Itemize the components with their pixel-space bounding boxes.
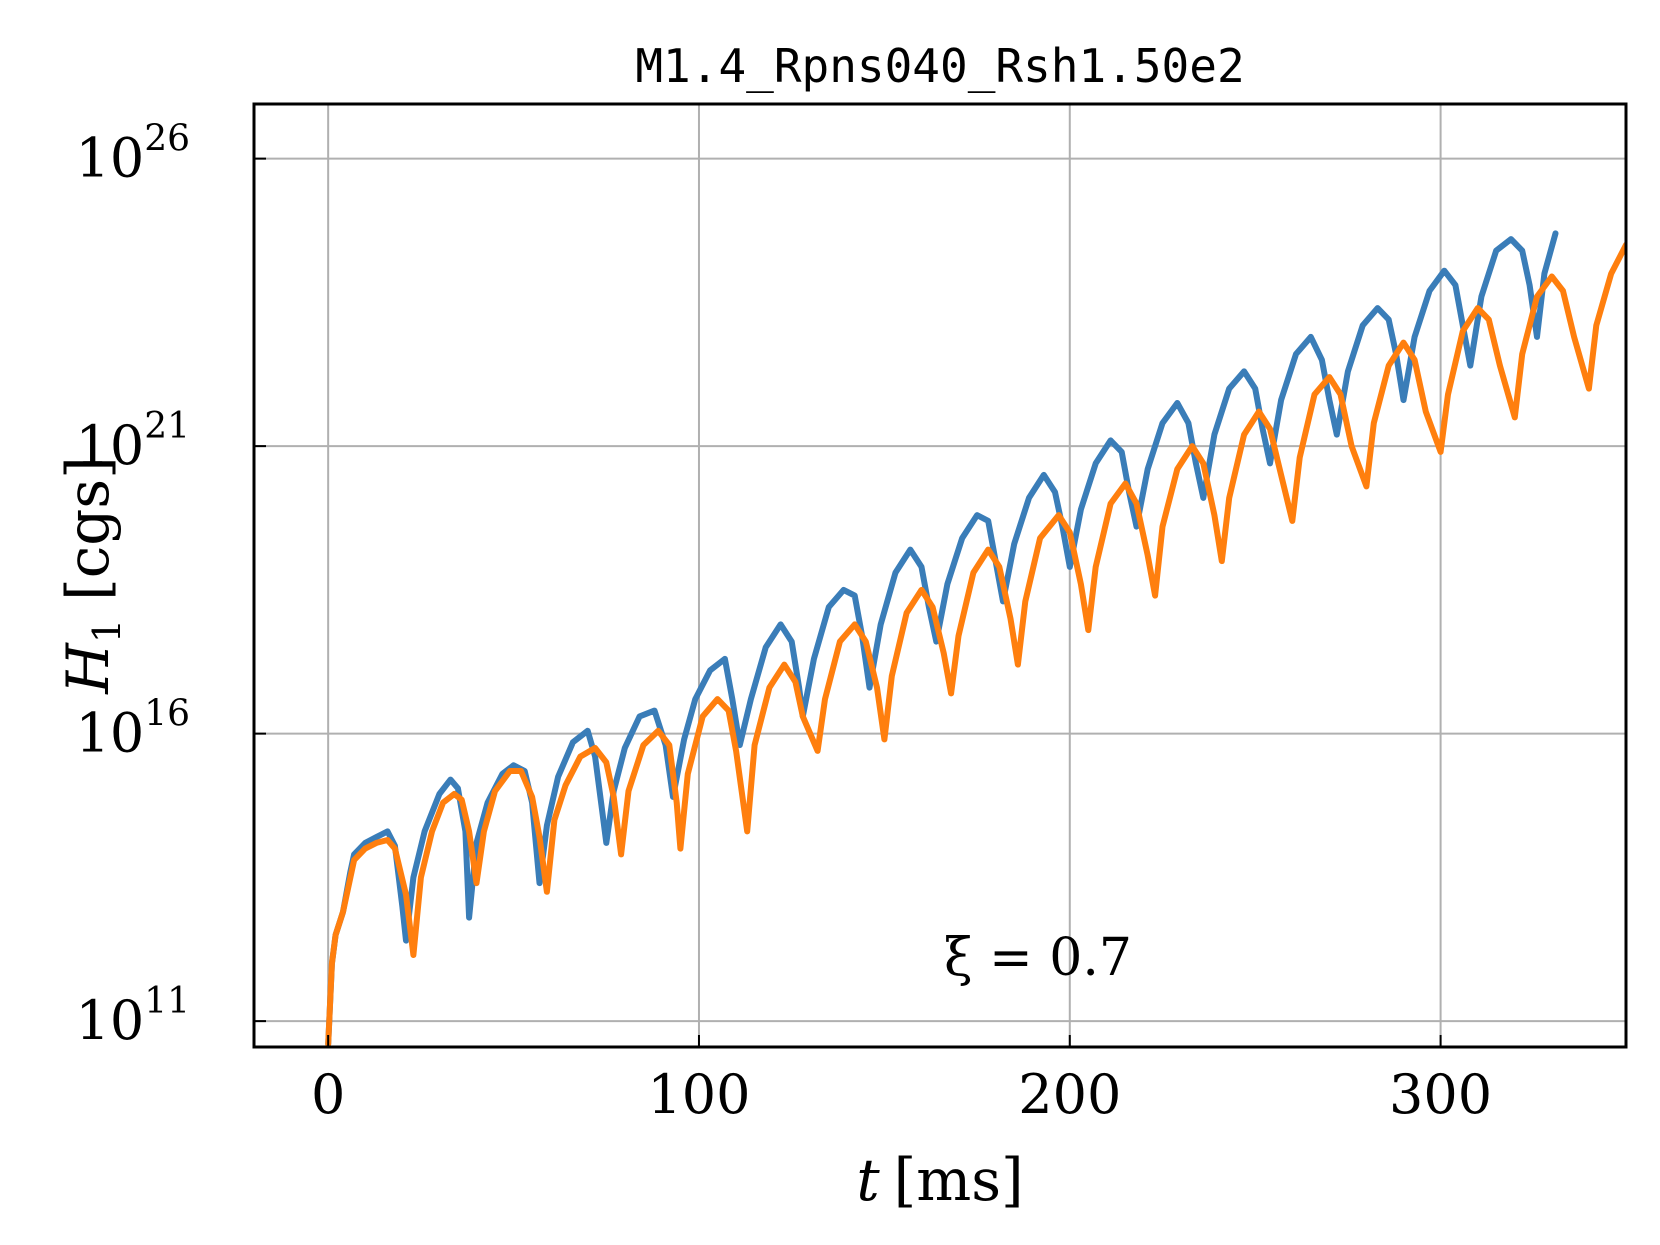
y-tick-label: 1021 bbox=[75, 406, 190, 477]
series-layer bbox=[325, 230, 1626, 1047]
y-tick-label: 1026 bbox=[75, 119, 190, 190]
x-tick-label: 200 bbox=[1018, 1063, 1121, 1126]
annotation-xi: ξ = 0.7 bbox=[944, 928, 1132, 988]
y-tick-base: 10 bbox=[75, 414, 144, 477]
y-tick-base: 10 bbox=[75, 127, 144, 190]
x-tick-label: 100 bbox=[647, 1063, 750, 1126]
y-axis-var: H bbox=[54, 642, 122, 695]
y-axis-unit: [cgs] bbox=[54, 456, 122, 601]
x-axis-unit: [ms] bbox=[894, 1146, 1024, 1214]
plot-frame bbox=[252, 102, 1628, 1049]
y-tick-exponent: 11 bbox=[144, 981, 190, 1022]
y-axis-sub: 1 bbox=[85, 619, 129, 643]
y-tick-exponent: 26 bbox=[144, 119, 190, 160]
chart-title: M1.4_Rpns040_Rsh1.50e2 bbox=[635, 39, 1244, 93]
y-tick-label: 1016 bbox=[75, 694, 190, 765]
y-tick-exponent: 16 bbox=[144, 694, 190, 735]
x-tick-label: 0 bbox=[311, 1063, 345, 1126]
x-tick-label: 300 bbox=[1389, 1063, 1492, 1126]
y-tick-base: 10 bbox=[75, 702, 144, 765]
x-axis-var: t bbox=[856, 1146, 880, 1214]
y-tick-exponent: 21 bbox=[144, 406, 190, 447]
grid-layer bbox=[254, 104, 1626, 1047]
x-axis-label: t [ms] bbox=[856, 1146, 1023, 1214]
y-axis-label: H1 [cgs] bbox=[54, 456, 129, 694]
series-1-line bbox=[325, 230, 1559, 1047]
series-2-line bbox=[325, 241, 1626, 1047]
y-tick-label: 1011 bbox=[75, 981, 190, 1052]
y-tick-base: 10 bbox=[75, 989, 144, 1052]
